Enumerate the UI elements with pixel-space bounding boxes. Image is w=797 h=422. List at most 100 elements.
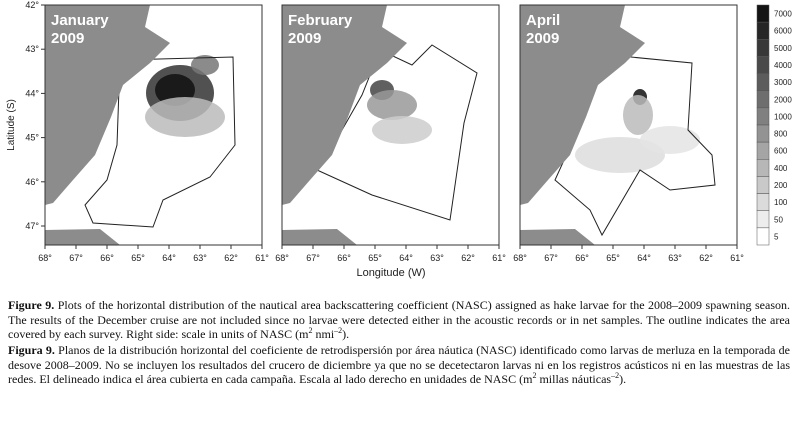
caption-text: ). (342, 327, 350, 342)
colorbar-label: 200 (774, 181, 788, 190)
y-tick-label: 45° (25, 133, 39, 143)
nasc-patch (367, 90, 417, 120)
x-tick-label: 66° (575, 253, 589, 263)
x-tick-label: 61° (255, 253, 269, 263)
x-tick-label: 68° (513, 253, 527, 263)
map-frame (281, 4, 500, 246)
colorbar-label: 50 (774, 215, 783, 224)
x-tick-label: 63° (193, 253, 207, 263)
colorbar-label: 800 (774, 130, 788, 139)
colorbar-segment (756, 39, 770, 57)
panel-year: 2009 (526, 30, 559, 47)
x-tick-label: 65° (368, 253, 382, 263)
colorbar-segment (756, 4, 770, 23)
caption-sup: –2 (334, 326, 343, 336)
nasc-patch (575, 137, 665, 173)
land (45, 5, 170, 245)
nasc-patch (623, 95, 653, 135)
caption-text: ). (619, 372, 627, 387)
colorbar-label: 6000 (774, 27, 792, 36)
colorbar-label: 5 (774, 232, 779, 241)
survey-outline (316, 44, 478, 221)
colorbar-segment (756, 227, 770, 246)
land (282, 5, 407, 245)
x-tick-label: 67° (69, 253, 83, 263)
map-frame (44, 4, 263, 246)
figure: Latitude (S) Longitude (W) January200968… (6, 0, 792, 279)
x-axis-label: Longitude (W) (356, 267, 425, 279)
colorbar-segment (756, 159, 770, 177)
caption-label: Figure 9. (8, 298, 55, 312)
y-tick-label: 46° (25, 177, 39, 187)
x-tick-label: 63° (430, 253, 444, 263)
colorbar-label: 600 (774, 147, 788, 156)
caption-sup: –2 (611, 371, 620, 381)
panel-month: April (526, 12, 560, 29)
colorbar-segment (756, 90, 770, 109)
colorbar-label: 100 (774, 198, 788, 207)
caption-label: Figura 9. (8, 343, 55, 357)
colorbar-label: 1000 (774, 112, 792, 121)
panel-year: 2009 (51, 30, 84, 47)
panel-month: February (288, 12, 353, 29)
x-tick-label: 62° (699, 253, 713, 263)
colorbar-label: 5000 (774, 44, 792, 53)
caption-sup: 2 (308, 326, 313, 336)
colorbar-segment (756, 21, 770, 40)
nasc-patch (640, 126, 700, 154)
nasc-patch (372, 116, 432, 144)
caption-text: millas náuticas (536, 372, 612, 387)
nasc-patch (191, 55, 219, 75)
caption-english: Figure 9. Plots of the horizontal distri… (8, 298, 790, 342)
survey-outline (84, 56, 236, 228)
y-axis-label: Latitude (S) (6, 99, 17, 151)
colorbar-segment (756, 141, 770, 160)
x-tick-label: 63° (668, 253, 682, 263)
colorbar-label: 3000 (774, 78, 792, 87)
x-tick-label: 66° (100, 253, 114, 263)
caption-text: Plots of the horizontal distribution of … (8, 298, 790, 342)
nasc-patch (145, 97, 225, 137)
colorbar-segment (756, 210, 770, 229)
y-tick-label: 42° (25, 0, 39, 10)
caption-text: nmi (312, 327, 335, 342)
panel-year: 2009 (288, 30, 321, 47)
colorbar-label: 7000 (774, 10, 792, 19)
x-tick-label: 66° (337, 253, 351, 263)
y-tick-label: 43° (25, 44, 39, 54)
x-tick-label: 65° (606, 253, 620, 263)
land (520, 5, 645, 245)
y-tick-label: 44° (25, 88, 39, 98)
x-tick-label: 68° (275, 253, 289, 263)
x-tick-label: 64° (637, 253, 651, 263)
colorbar-label: 4000 (774, 61, 792, 70)
x-tick-label: 67° (544, 253, 558, 263)
colorbar-segment (756, 124, 770, 143)
x-tick-label: 62° (461, 253, 475, 263)
colorbar-segment (756, 176, 770, 194)
colorbar-segment (756, 193, 770, 211)
x-tick-label: 65° (131, 253, 145, 263)
colorbar-segment (756, 73, 770, 91)
x-tick-label: 61° (492, 253, 506, 263)
caption-spanish: Figura 9. Planos de la distribución hori… (8, 343, 790, 387)
panel-month: January (51, 12, 109, 29)
caption-text: Planos de la distribución horizontal del… (8, 343, 791, 387)
x-tick-label: 62° (224, 253, 238, 263)
map-frame (519, 4, 738, 246)
x-tick-label: 68° (38, 253, 52, 263)
x-tick-label: 67° (306, 253, 320, 263)
x-tick-label: 61° (730, 253, 744, 263)
colorbar-label: 400 (774, 164, 788, 173)
y-tick-label: 47° (25, 221, 39, 231)
x-tick-label: 64° (399, 253, 413, 263)
colorbar-segment (756, 56, 770, 74)
colorbar-label: 2000 (774, 95, 792, 104)
colorbar-segment (756, 107, 770, 126)
caption-sup: 2 (532, 371, 537, 381)
x-tick-label: 64° (162, 253, 176, 263)
